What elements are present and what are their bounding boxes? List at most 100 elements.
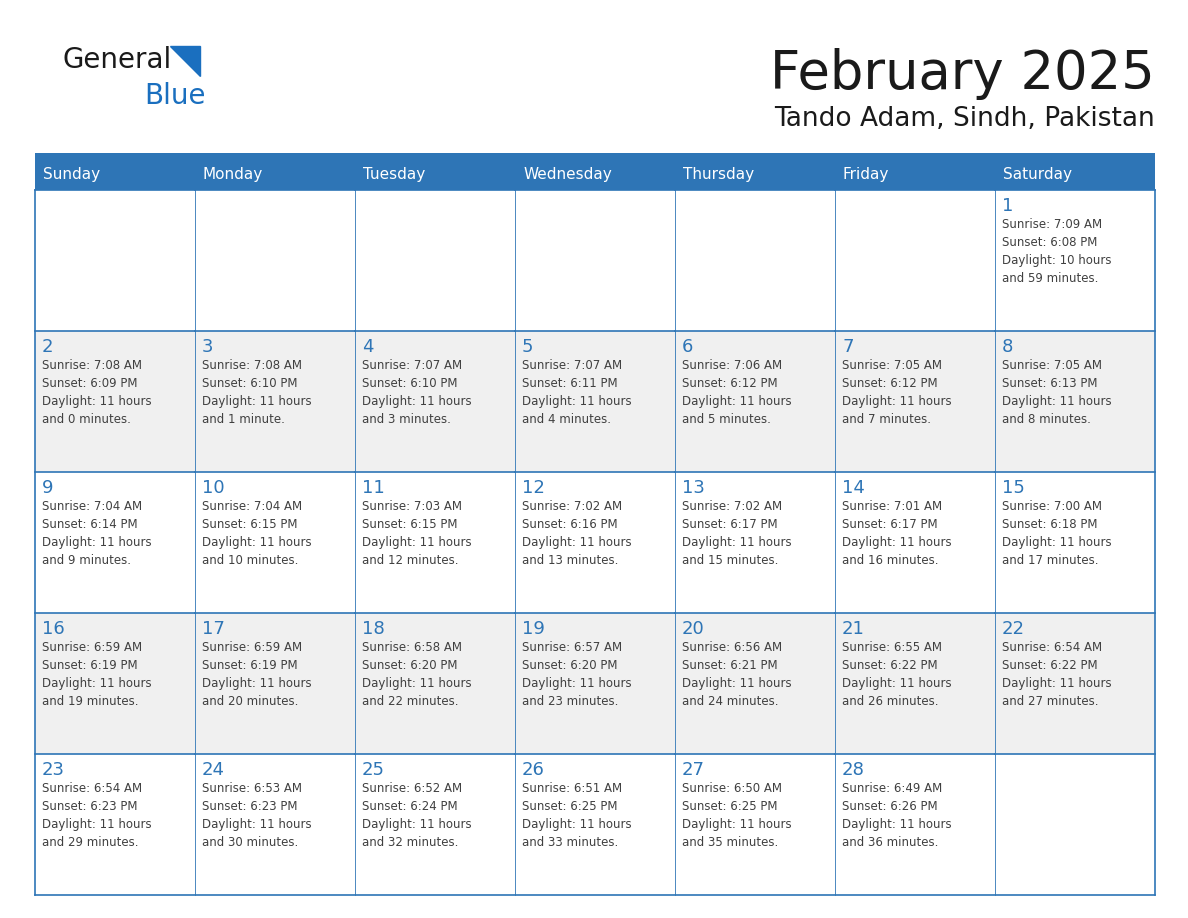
Bar bbox=[675, 613, 835, 754]
Text: 15: 15 bbox=[1001, 479, 1025, 497]
Bar bbox=[996, 190, 1155, 331]
Bar bbox=[195, 472, 355, 613]
Text: 5: 5 bbox=[522, 338, 533, 356]
Text: Sunrise: 6:49 AM
Sunset: 6:26 PM
Daylight: 11 hours
and 36 minutes.: Sunrise: 6:49 AM Sunset: 6:26 PM Dayligh… bbox=[842, 782, 952, 849]
Bar bbox=[996, 158, 1155, 190]
Bar bbox=[996, 331, 1155, 472]
Text: Sunrise: 7:02 AM
Sunset: 6:17 PM
Daylight: 11 hours
and 15 minutes.: Sunrise: 7:02 AM Sunset: 6:17 PM Dayligh… bbox=[682, 500, 791, 567]
Text: 26: 26 bbox=[522, 761, 545, 779]
Bar bbox=[355, 331, 516, 472]
Bar bbox=[195, 331, 355, 472]
Text: February 2025: February 2025 bbox=[770, 48, 1155, 100]
Text: Sunrise: 6:52 AM
Sunset: 6:24 PM
Daylight: 11 hours
and 32 minutes.: Sunrise: 6:52 AM Sunset: 6:24 PM Dayligh… bbox=[362, 782, 472, 849]
Text: Sunrise: 7:04 AM
Sunset: 6:14 PM
Daylight: 11 hours
and 9 minutes.: Sunrise: 7:04 AM Sunset: 6:14 PM Dayligh… bbox=[42, 500, 152, 567]
Bar bbox=[835, 158, 996, 190]
Text: Sunrise: 7:08 AM
Sunset: 6:10 PM
Daylight: 11 hours
and 1 minute.: Sunrise: 7:08 AM Sunset: 6:10 PM Dayligh… bbox=[202, 359, 311, 426]
Bar bbox=[996, 472, 1155, 613]
Bar bbox=[355, 754, 516, 895]
Bar bbox=[355, 472, 516, 613]
Bar bbox=[675, 331, 835, 472]
Bar bbox=[516, 472, 675, 613]
Polygon shape bbox=[170, 46, 200, 76]
Text: Sunrise: 6:57 AM
Sunset: 6:20 PM
Daylight: 11 hours
and 23 minutes.: Sunrise: 6:57 AM Sunset: 6:20 PM Dayligh… bbox=[522, 641, 632, 708]
Bar bbox=[675, 190, 835, 331]
Text: Tando Adam, Sindh, Pakistan: Tando Adam, Sindh, Pakistan bbox=[775, 106, 1155, 132]
Text: Sunrise: 7:07 AM
Sunset: 6:10 PM
Daylight: 11 hours
and 3 minutes.: Sunrise: 7:07 AM Sunset: 6:10 PM Dayligh… bbox=[362, 359, 472, 426]
Bar bbox=[996, 754, 1155, 895]
Text: 19: 19 bbox=[522, 620, 545, 638]
Text: Sunrise: 7:07 AM
Sunset: 6:11 PM
Daylight: 11 hours
and 4 minutes.: Sunrise: 7:07 AM Sunset: 6:11 PM Dayligh… bbox=[522, 359, 632, 426]
Text: Thursday: Thursday bbox=[683, 166, 754, 182]
Text: 24: 24 bbox=[202, 761, 225, 779]
Bar bbox=[34, 158, 195, 190]
Text: Friday: Friday bbox=[843, 166, 890, 182]
Bar bbox=[516, 754, 675, 895]
Text: 20: 20 bbox=[682, 620, 704, 638]
Text: Sunday: Sunday bbox=[43, 166, 100, 182]
Text: 10: 10 bbox=[202, 479, 225, 497]
Text: Sunrise: 6:53 AM
Sunset: 6:23 PM
Daylight: 11 hours
and 30 minutes.: Sunrise: 6:53 AM Sunset: 6:23 PM Dayligh… bbox=[202, 782, 311, 849]
Text: Sunrise: 7:01 AM
Sunset: 6:17 PM
Daylight: 11 hours
and 16 minutes.: Sunrise: 7:01 AM Sunset: 6:17 PM Dayligh… bbox=[842, 500, 952, 567]
Text: 21: 21 bbox=[842, 620, 865, 638]
Text: Sunrise: 6:59 AM
Sunset: 6:19 PM
Daylight: 11 hours
and 20 minutes.: Sunrise: 6:59 AM Sunset: 6:19 PM Dayligh… bbox=[202, 641, 311, 708]
Text: Sunrise: 6:50 AM
Sunset: 6:25 PM
Daylight: 11 hours
and 35 minutes.: Sunrise: 6:50 AM Sunset: 6:25 PM Dayligh… bbox=[682, 782, 791, 849]
Text: Monday: Monday bbox=[203, 166, 264, 182]
Text: Sunrise: 6:51 AM
Sunset: 6:25 PM
Daylight: 11 hours
and 33 minutes.: Sunrise: 6:51 AM Sunset: 6:25 PM Dayligh… bbox=[522, 782, 632, 849]
Text: Sunrise: 6:55 AM
Sunset: 6:22 PM
Daylight: 11 hours
and 26 minutes.: Sunrise: 6:55 AM Sunset: 6:22 PM Dayligh… bbox=[842, 641, 952, 708]
Text: 4: 4 bbox=[362, 338, 373, 356]
Text: Sunrise: 6:56 AM
Sunset: 6:21 PM
Daylight: 11 hours
and 24 minutes.: Sunrise: 6:56 AM Sunset: 6:21 PM Dayligh… bbox=[682, 641, 791, 708]
Text: 1: 1 bbox=[1001, 197, 1013, 215]
Text: 11: 11 bbox=[362, 479, 385, 497]
Bar bbox=[675, 754, 835, 895]
Text: 8: 8 bbox=[1001, 338, 1013, 356]
Bar bbox=[34, 754, 195, 895]
Text: Tuesday: Tuesday bbox=[364, 166, 425, 182]
Text: 16: 16 bbox=[42, 620, 65, 638]
Bar bbox=[516, 331, 675, 472]
Text: 9: 9 bbox=[42, 479, 53, 497]
Text: Sunrise: 7:00 AM
Sunset: 6:18 PM
Daylight: 11 hours
and 17 minutes.: Sunrise: 7:00 AM Sunset: 6:18 PM Dayligh… bbox=[1001, 500, 1112, 567]
Text: Blue: Blue bbox=[144, 82, 206, 110]
Bar bbox=[516, 158, 675, 190]
Bar bbox=[195, 754, 355, 895]
Text: 27: 27 bbox=[682, 761, 704, 779]
Text: 6: 6 bbox=[682, 338, 694, 356]
Bar bbox=[355, 190, 516, 331]
Text: General: General bbox=[62, 46, 171, 74]
Bar bbox=[355, 613, 516, 754]
Text: 12: 12 bbox=[522, 479, 545, 497]
Text: 17: 17 bbox=[202, 620, 225, 638]
Text: Sunrise: 7:06 AM
Sunset: 6:12 PM
Daylight: 11 hours
and 5 minutes.: Sunrise: 7:06 AM Sunset: 6:12 PM Dayligh… bbox=[682, 359, 791, 426]
Bar bbox=[516, 613, 675, 754]
Text: Wednesday: Wednesday bbox=[523, 166, 612, 182]
Bar bbox=[34, 153, 1155, 158]
Text: Sunrise: 6:54 AM
Sunset: 6:22 PM
Daylight: 11 hours
and 27 minutes.: Sunrise: 6:54 AM Sunset: 6:22 PM Dayligh… bbox=[1001, 641, 1112, 708]
Bar bbox=[835, 331, 996, 472]
Bar bbox=[34, 472, 195, 613]
Text: Sunrise: 6:58 AM
Sunset: 6:20 PM
Daylight: 11 hours
and 22 minutes.: Sunrise: 6:58 AM Sunset: 6:20 PM Dayligh… bbox=[362, 641, 472, 708]
Text: 14: 14 bbox=[842, 479, 865, 497]
Text: 25: 25 bbox=[362, 761, 385, 779]
Text: Sunrise: 7:08 AM
Sunset: 6:09 PM
Daylight: 11 hours
and 0 minutes.: Sunrise: 7:08 AM Sunset: 6:09 PM Dayligh… bbox=[42, 359, 152, 426]
Text: 3: 3 bbox=[202, 338, 214, 356]
Bar bbox=[835, 754, 996, 895]
Bar bbox=[835, 613, 996, 754]
Text: Sunrise: 7:02 AM
Sunset: 6:16 PM
Daylight: 11 hours
and 13 minutes.: Sunrise: 7:02 AM Sunset: 6:16 PM Dayligh… bbox=[522, 500, 632, 567]
Bar bbox=[675, 472, 835, 613]
Text: 22: 22 bbox=[1001, 620, 1025, 638]
Text: 28: 28 bbox=[842, 761, 865, 779]
Bar bbox=[675, 158, 835, 190]
Text: Sunrise: 6:59 AM
Sunset: 6:19 PM
Daylight: 11 hours
and 19 minutes.: Sunrise: 6:59 AM Sunset: 6:19 PM Dayligh… bbox=[42, 641, 152, 708]
Bar bbox=[34, 331, 195, 472]
Text: 23: 23 bbox=[42, 761, 65, 779]
Text: 2: 2 bbox=[42, 338, 53, 356]
Bar bbox=[195, 158, 355, 190]
Text: Sunrise: 7:03 AM
Sunset: 6:15 PM
Daylight: 11 hours
and 12 minutes.: Sunrise: 7:03 AM Sunset: 6:15 PM Dayligh… bbox=[362, 500, 472, 567]
Bar bbox=[996, 613, 1155, 754]
Bar bbox=[195, 613, 355, 754]
Text: Sunrise: 7:09 AM
Sunset: 6:08 PM
Daylight: 10 hours
and 59 minutes.: Sunrise: 7:09 AM Sunset: 6:08 PM Dayligh… bbox=[1001, 218, 1112, 285]
Bar bbox=[355, 158, 516, 190]
Bar bbox=[835, 190, 996, 331]
Text: 7: 7 bbox=[842, 338, 853, 356]
Text: Saturday: Saturday bbox=[1003, 166, 1072, 182]
